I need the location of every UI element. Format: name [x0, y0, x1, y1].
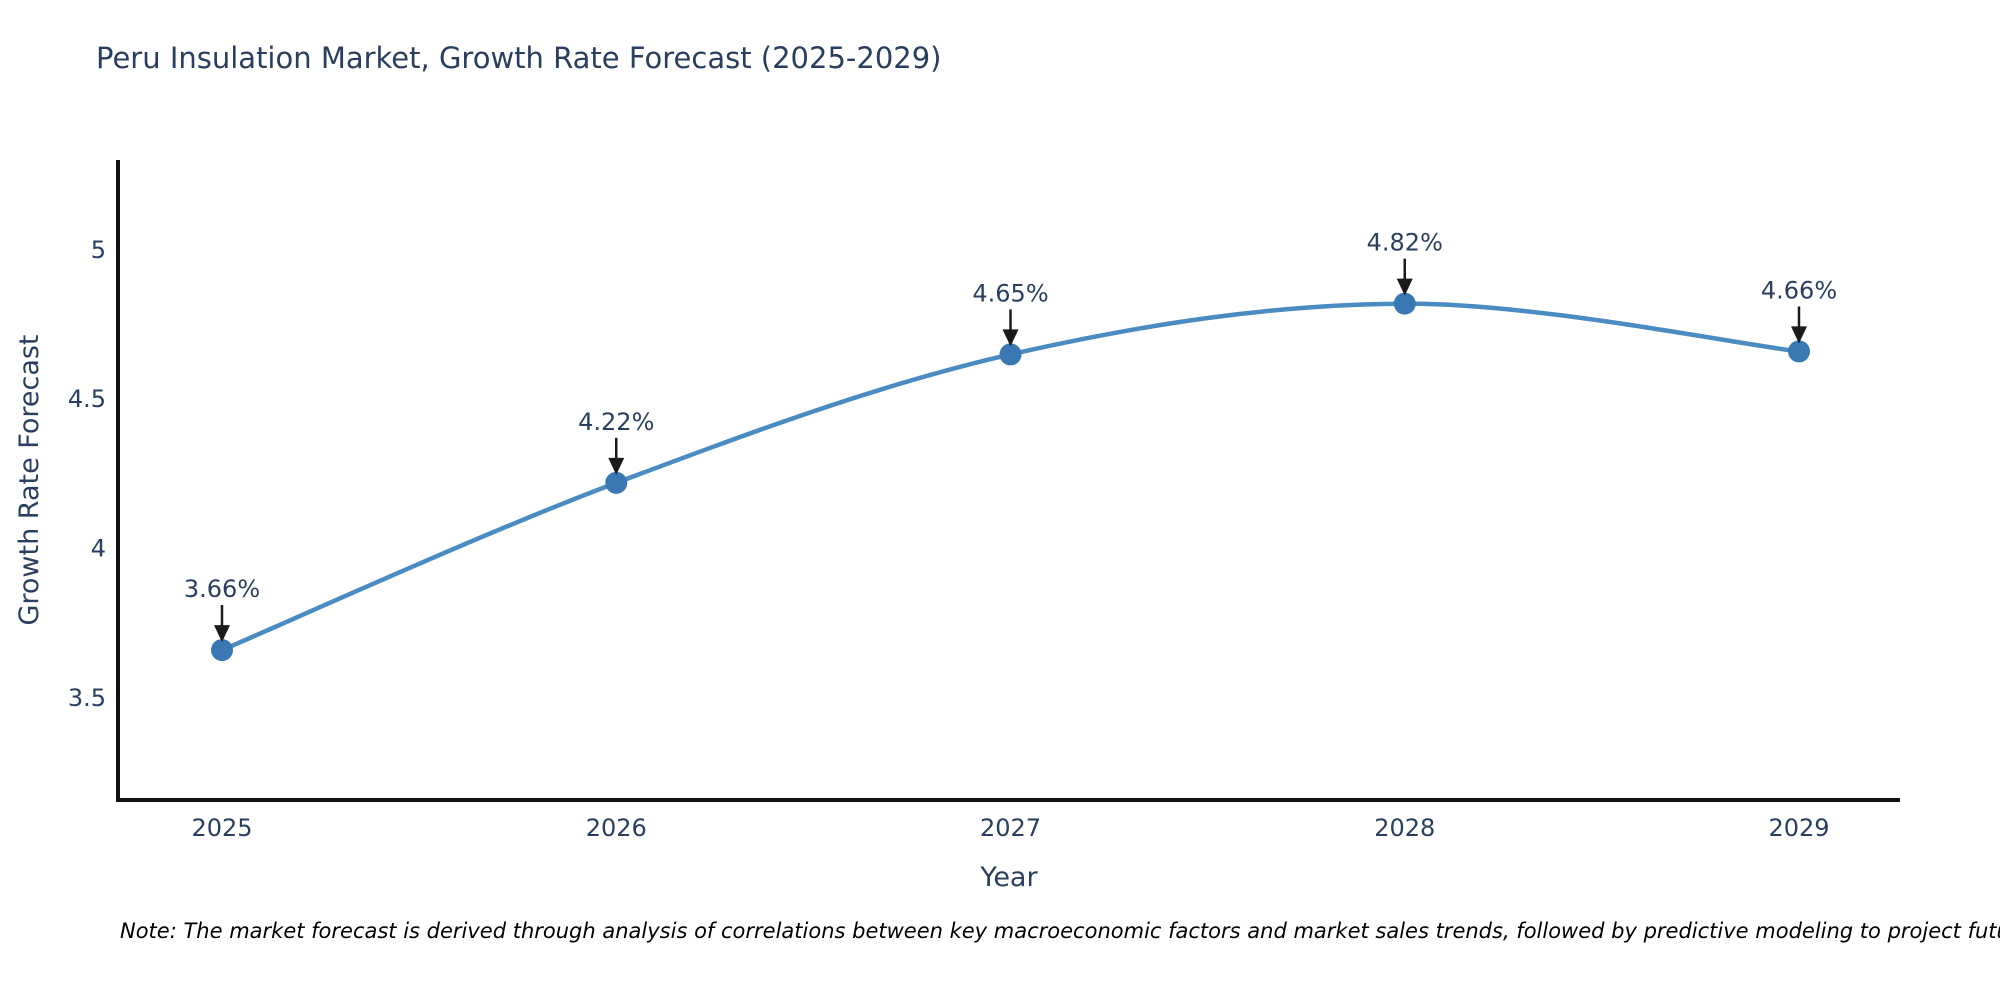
y-tick-label: 5: [91, 236, 106, 264]
annotation-arrowhead-icon: [214, 625, 230, 643]
point-annotation: 4.22%: [578, 408, 654, 475]
point-annotation: 4.65%: [972, 279, 1049, 347]
point-annotation: 4.66%: [1761, 276, 1837, 344]
point-annotation: 4.82%: [1367, 229, 1443, 296]
data-point-marker: [1393, 292, 1416, 315]
y-tick-label: 4.5: [68, 385, 106, 413]
x-tick-label: 2029: [1768, 814, 1829, 842]
footnote: Note: The market forecast is derived thr…: [120, 919, 2000, 943]
point-annotation-label: 4.66%: [1761, 276, 1837, 304]
annotation-arrowhead-icon: [1002, 329, 1019, 347]
y-axis-title: Growth Rate Forecast: [14, 334, 45, 625]
annotation-arrowhead-icon: [1396, 278, 1413, 296]
x-tick-label: 2026: [586, 814, 647, 842]
x-tick-label: 2027: [980, 814, 1041, 842]
x-tick-label: 2028: [1374, 814, 1435, 842]
x-axis-tick-labels: 2025 2026 2027 2028 2029: [191, 814, 1829, 842]
y-tick-label: 4: [91, 535, 106, 563]
data-point-marker: [999, 343, 1022, 366]
series-growth-rate: [211, 292, 1810, 662]
annotation-arrowhead-icon: [1791, 326, 1807, 344]
data-point-marker: [1788, 340, 1810, 363]
point-annotation-label: 4.82%: [1367, 229, 1443, 257]
point-annotation: 3.66%: [184, 575, 260, 643]
data-point-marker: [211, 639, 233, 662]
point-annotation-label: 4.65%: [972, 279, 1048, 307]
data-point-marker: [605, 471, 628, 494]
point-annotation-label: 3.66%: [184, 575, 260, 603]
x-axis-title: Year: [979, 862, 1038, 893]
x-tick-label: 2025: [191, 814, 252, 842]
y-axis-tick-labels: 3.5 4 4.5 5: [68, 236, 106, 712]
chart-title: Peru Insulation Market, Growth Rate Fore…: [96, 41, 942, 75]
annotation-arrowhead-icon: [608, 457, 625, 475]
y-tick-label: 3.5: [68, 684, 106, 712]
point-annotation-label: 4.22%: [578, 408, 654, 436]
point-annotations: 3.66% 4.22% 4.65% 4.82% 4.66%: [184, 229, 1837, 643]
